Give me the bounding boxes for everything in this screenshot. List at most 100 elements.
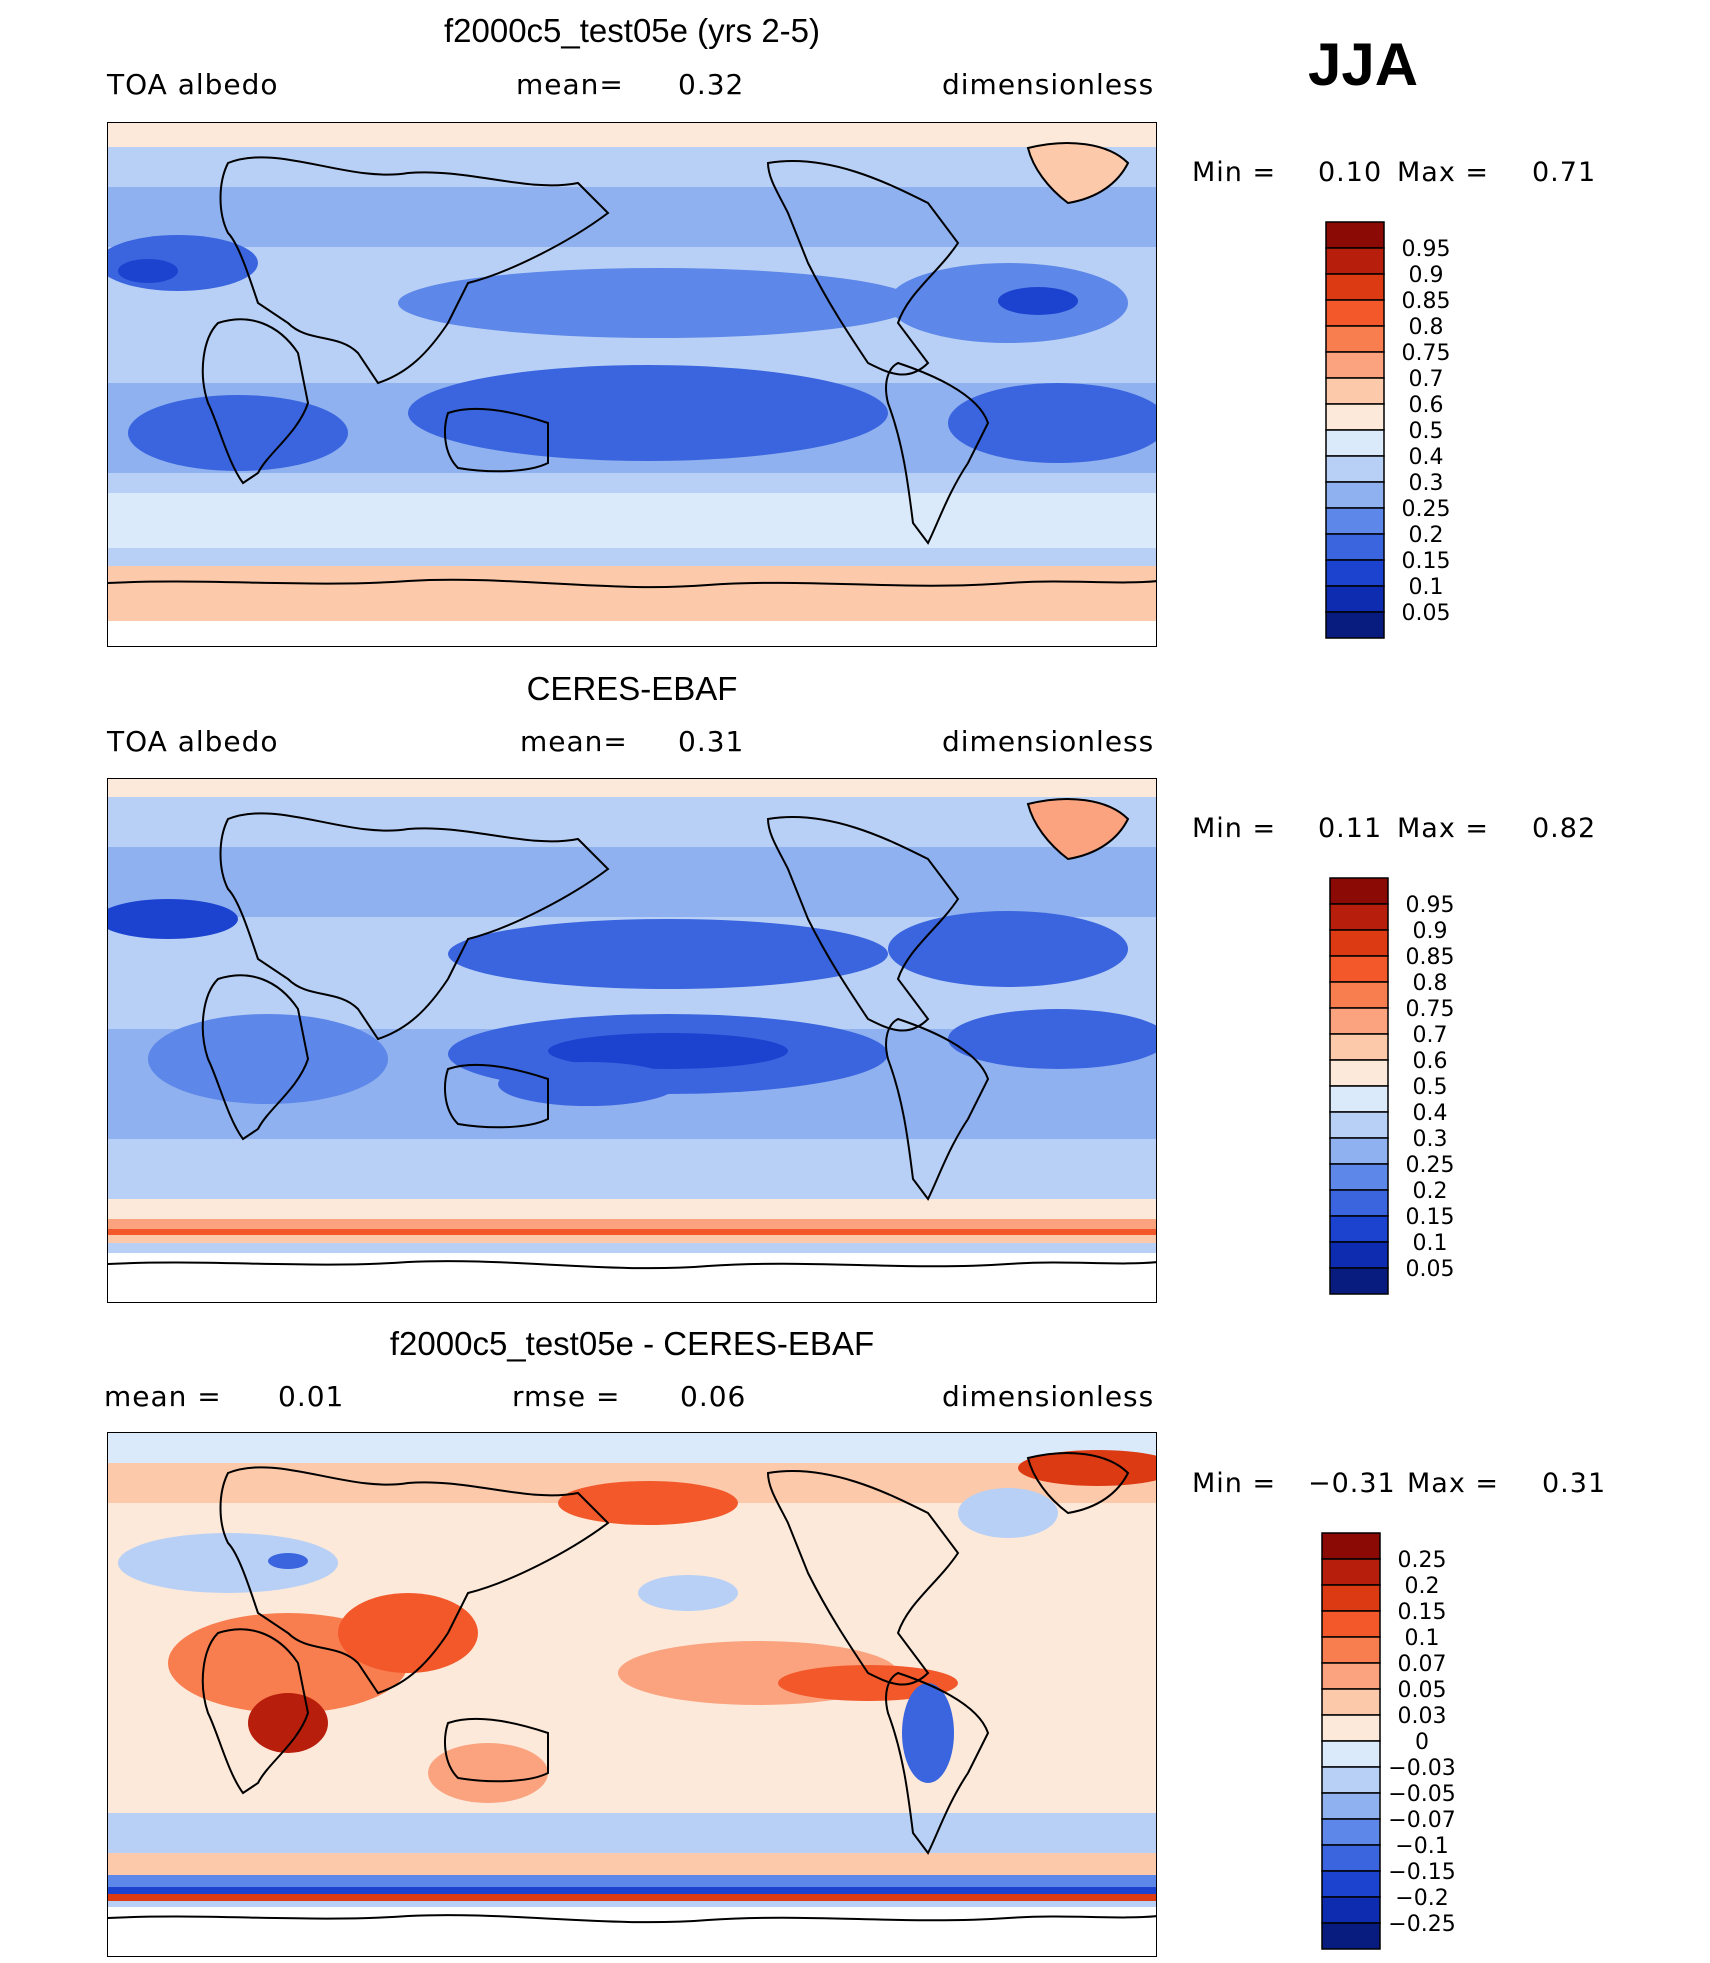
panel3-max-value: 0.31: [1542, 1468, 1607, 1499]
colorbar-swatch: [1321, 1558, 1381, 1586]
colorbar-swatch: [1329, 1033, 1389, 1061]
colorbar-swatch: [1321, 1896, 1381, 1924]
panel3-min-value: −0.31: [1308, 1468, 1396, 1499]
colorbar-swatch: [1321, 1844, 1381, 1872]
panel3-colorbar-svg: 0.250.20.150.10.070.050.030−0.03−0.05−0.…: [1321, 1532, 1456, 1950]
panel2-variable-label: TOA albedo: [107, 725, 279, 758]
colorbar-swatch: [1329, 1241, 1389, 1269]
colorbar-tick-label: 0.75: [1402, 341, 1451, 366]
panel1-map-svg: [108, 123, 1156, 646]
colorbar-tick-label: 0.85: [1406, 945, 1455, 970]
colorbar-tick-label: 0.5: [1409, 419, 1444, 444]
panel1-min-value: 0.10: [1318, 157, 1383, 188]
colorbar-swatch: [1321, 1636, 1381, 1664]
colorbar-swatch: [1321, 1610, 1381, 1638]
colorbar-tick-label: 0.9: [1413, 919, 1448, 944]
colorbar-swatch: [1329, 1189, 1389, 1217]
colorbar-swatch: [1329, 1267, 1389, 1295]
colorbar-tick-label: 0.6: [1409, 393, 1444, 418]
colorbar-swatch: [1325, 377, 1385, 405]
panel2-mean-value: 0.31: [678, 725, 745, 758]
colorbar-tick-label: 0.8: [1409, 315, 1444, 340]
panel2-mean-label: mean=: [520, 725, 628, 758]
panel1-colorbar-svg: 0.950.90.850.80.750.70.60.50.40.30.250.2…: [1325, 221, 1451, 639]
panel1-colorbar: 0.95 0.9 0.85 0.8 0.75 0.7 0.6 0.5 0.4 0.3 0.25 0.2…: [1325, 221, 1506, 639]
colorbar-tick-label: 0.25: [1402, 497, 1451, 522]
colorbar-swatch: [1329, 929, 1389, 957]
colorbar-swatch: [1329, 1137, 1389, 1165]
season-label: JJA: [1308, 31, 1419, 98]
colorbar-tick-label: 0.6: [1413, 1049, 1448, 1074]
colorbar-swatch: [1321, 1818, 1381, 1846]
colorbar-tick-label: −0.2: [1395, 1886, 1448, 1911]
colorbar-swatch: [1325, 429, 1385, 457]
panel1-mean-value: 0.32: [678, 68, 745, 101]
colorbar-tick-label: 0.05: [1406, 1257, 1455, 1282]
colorbar-tick-label: 0.05: [1402, 601, 1451, 626]
colorbar-tick-label: 0.5: [1413, 1075, 1448, 1100]
panel3-colorbar: 0.25 0.2 0.15 0.1 0.07 0.05 0.03 0 −0.03 −0.05 −0.…: [1321, 1532, 1512, 1950]
colorbar-swatch: [1321, 1792, 1381, 1820]
panel3-units: dimensionless: [942, 1380, 1155, 1413]
colorbar-tick-label: 0.2: [1405, 1574, 1440, 1599]
colorbar-tick-label: 0.75: [1406, 997, 1455, 1022]
panel2-min-value: 0.11: [1318, 813, 1383, 844]
colorbar-swatch: [1329, 1111, 1389, 1139]
panel1-min-label: Min =: [1192, 157, 1277, 188]
colorbar-tick-label: −0.15: [1388, 1860, 1455, 1885]
colorbar-swatch: [1325, 299, 1385, 327]
colorbar-swatch: [1321, 1766, 1381, 1794]
colorbar-tick-label: 0.7: [1413, 1023, 1448, 1048]
panel1-title: f2000c5_test05e (yrs 2-5): [443, 12, 821, 49]
panel3-title: f2000c5_test05e - CERES-EBAF: [389, 1325, 875, 1362]
panel3-rmse-value: 0.06: [680, 1380, 747, 1413]
colorbar-tick-label: 0.4: [1413, 1101, 1448, 1126]
colorbar-swatch: [1329, 1007, 1389, 1035]
panel3-max-label: Max =: [1407, 1468, 1500, 1499]
colorbar-tick-label: 0.85: [1402, 289, 1451, 314]
colorbar-swatch: [1321, 1714, 1381, 1742]
colorbar-tick-label: −0.25: [1388, 1912, 1455, 1937]
colorbar-tick-label: 0.9: [1409, 263, 1444, 288]
panel2-max-label: Max =: [1397, 813, 1490, 844]
colorbar-tick-label: 0.2: [1413, 1179, 1448, 1204]
colorbar-swatch: [1325, 247, 1385, 275]
panel2-colorbar: 0.95 0.9 0.85 0.8 0.75 0.7 0.6 0.5 0.4 0.3 0.25 0.2…: [1329, 877, 1510, 1295]
panel1-max-label: Max =: [1397, 157, 1490, 188]
colorbar-tick-label: 0.4: [1409, 445, 1444, 470]
panel2-map-svg: [108, 779, 1156, 1302]
panel3-rmse-label: rmse =: [512, 1380, 621, 1413]
colorbar-tick-label: 0.15: [1402, 549, 1451, 574]
colorbar-tick-label: 0.05: [1398, 1678, 1447, 1703]
colorbar-tick-label: 0.1: [1409, 575, 1444, 600]
colorbar-tick-label: 0.1: [1413, 1231, 1448, 1256]
colorbar-swatch: [1329, 903, 1389, 931]
colorbar-tick-label: 0.95: [1406, 893, 1455, 918]
colorbar-tick-label: 0: [1415, 1730, 1429, 1755]
panel2-max-value: 0.82: [1532, 813, 1597, 844]
colorbar-swatch: [1321, 1922, 1381, 1950]
panel2-map: [107, 778, 1157, 1303]
panel3-map: [107, 1432, 1157, 1957]
colorbar-tick-label: −0.07: [1388, 1808, 1455, 1833]
colorbar-tick-label: 0.1: [1405, 1626, 1440, 1651]
colorbar-swatch: [1329, 1215, 1389, 1243]
panel1-map: [107, 122, 1157, 647]
colorbar-swatch: [1325, 481, 1385, 509]
colorbar-swatch: [1325, 611, 1385, 639]
colorbar-tick-label: 0.7: [1409, 367, 1444, 392]
colorbar-swatch: [1329, 1059, 1389, 1087]
panel3-map-svg: [108, 1433, 1156, 1956]
colorbar-tick-label: 0.3: [1413, 1127, 1448, 1152]
panel1-max-value: 0.71: [1532, 157, 1597, 188]
colorbar-tick-label: 0.8: [1413, 971, 1448, 996]
colorbar-tick-label: 0.03: [1398, 1704, 1447, 1729]
panel1-units: dimensionless: [942, 68, 1155, 101]
colorbar-swatch: [1325, 273, 1385, 301]
panel2-title: CERES-EBAF: [526, 670, 738, 707]
panel2-colorbar-svg: 0.950.90.850.80.750.70.60.50.40.30.250.2…: [1329, 877, 1455, 1295]
colorbar-swatch: [1321, 1688, 1381, 1716]
panel2-min-label: Min =: [1192, 813, 1277, 844]
colorbar-tick-label: 0.15: [1398, 1600, 1447, 1625]
colorbar-swatch: [1321, 1740, 1381, 1768]
